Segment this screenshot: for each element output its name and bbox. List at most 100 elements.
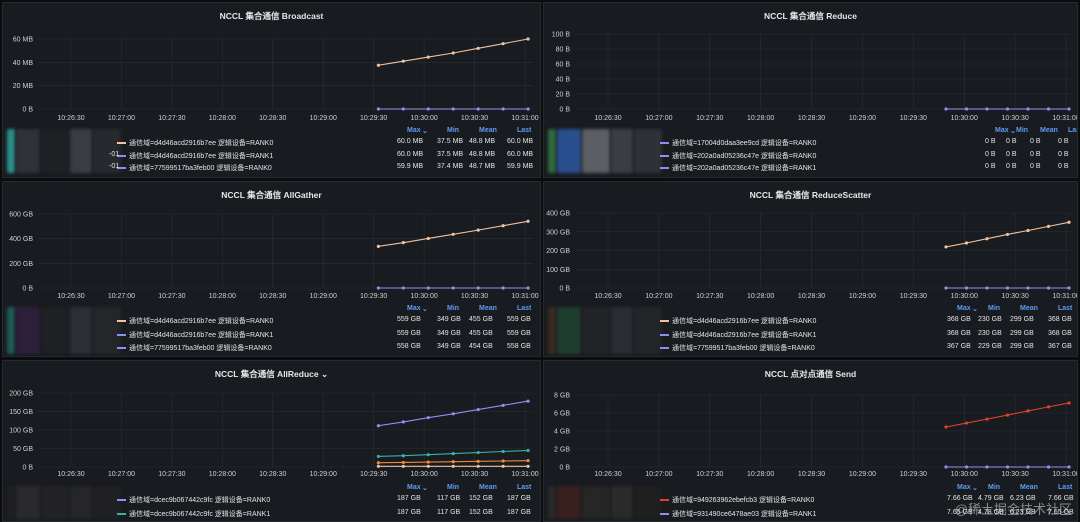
legend-column-min[interactable]: Min [447,305,460,312]
panel-send[interactable]: NCCL 点对点通信 Send 8 GB 6 GB 4 GB 2 GB 0 B 10:26… [543,360,1078,522]
data-point[interactable] [451,412,455,416]
data-point[interactable] [964,286,969,290]
legend-row[interactable]: 通信域=931490ce6478ae03 逻辑设备=RANK1 7.65 GB 4.… [544,509,1077,519]
legend-row[interactable]: 通信域=d4d46acd2916b7ee 逻辑设备=RANK0 559 GB 349… [3,316,540,326]
data-point[interactable] [401,286,405,290]
panel-allreduce[interactable]: NCCL 集合通信 AllReduce ⌄ 200 GB 150 GB 100 GB… [2,360,541,522]
data-point[interactable] [985,417,989,421]
data-point[interactable] [451,460,455,464]
data-point[interactable] [401,460,405,465]
data-point[interactable] [964,421,969,425]
data-point[interactable] [1005,413,1010,417]
legend-column-min[interactable]: Min [988,484,1001,491]
data-point[interactable] [401,59,405,63]
legend-column-mean[interactable]: Mean [1020,305,1038,312]
legend-column-last[interactable]: Last [1058,484,1073,491]
data-point[interactable] [526,459,530,463]
data-point[interactable] [985,237,989,241]
data-point[interactable] [451,107,455,111]
legend-column-min[interactable]: Min [1016,127,1029,134]
legend-row[interactable]: 通信域=d4d46acd2916b7ee 逻辑设备=RANK1 559 GB 349… [3,330,540,340]
data-point[interactable] [526,107,530,111]
data-point[interactable] [501,464,505,468]
legend-row[interactable]: 通信域=17004d0daa3ee9cd 逻辑设备=RANK0 0 B 0 B 0 B… [544,138,1077,148]
data-point[interactable] [501,459,505,463]
legend-column-max[interactable]: Max [407,305,421,312]
panel-title[interactable]: NCCL 集合通信 ReduceScatter [749,190,872,200]
data-point[interactable] [1067,286,1071,290]
legend-column-max[interactable]: Max [957,484,971,491]
data-point[interactable] [401,107,405,111]
data-point[interactable] [1026,286,1030,290]
panel-title[interactable]: NCCL 集合通信 Broadcast [219,11,324,21]
legend-row[interactable]: 通信域=d4d46acd2916b7ee 逻辑设备=RANK0 368 GB 230… [544,316,1077,326]
panel-reducescatter[interactable]: NCCL 集合通信 ReduceScatter 400 GB 300 GB 200 … [543,181,1078,357]
data-point[interactable] [944,425,948,429]
data-point[interactable] [476,286,480,290]
legend-column-max[interactable]: Max [995,127,1009,134]
data-point[interactable] [476,407,480,412]
legend-row[interactable]: 通信域=202a0ad05236c47e 逻辑设备=RANK1 0 B 0 B 0 B… [544,163,1077,173]
data-point[interactable] [964,465,969,469]
data-point[interactable] [476,450,480,455]
data-point[interactable] [1067,401,1071,405]
data-point[interactable] [1046,224,1051,228]
data-point[interactable] [1067,220,1071,224]
data-point[interactable] [426,416,430,420]
data-point[interactable] [451,452,455,456]
data-point[interactable] [476,459,480,463]
chart-plot[interactable]: 60 MB 40 MB 20 MB 0 B 10:26:30 10:27:00 10:27:… [3,3,541,178]
data-point[interactable] [401,241,405,245]
data-point[interactable] [1046,107,1051,111]
data-point[interactable] [1046,405,1051,409]
legend-column-min[interactable]: Min [988,305,1001,312]
legend-column-mean[interactable]: Mean [1040,127,1058,134]
legend-row[interactable]: 通信域=d4d46acd2916b7ee 逻辑设备=RANK1 368 GB 230… [544,330,1077,340]
panel-title[interactable]: NCCL 点对点通信 Send [764,369,857,379]
legend-column-last[interactable]: Last [517,305,532,312]
data-point[interactable] [376,244,380,248]
data-point[interactable] [376,454,380,459]
data-point[interactable] [376,464,380,468]
data-point[interactable] [1067,107,1071,111]
data-point[interactable] [526,37,530,41]
chart-plot[interactable]: 8 GB 6 GB 4 GB 2 GB 0 B 10:26:30 10:27:00 10:27… [544,361,1078,522]
panel-broadcast[interactable]: NCCL 集合通信 Broadcast 60 MB 40 MB 20 MB 0 B 10… [2,2,541,178]
data-point[interactable] [476,46,480,50]
data-point[interactable] [1005,232,1010,237]
data-point[interactable] [501,449,505,454]
data-point[interactable] [526,399,530,403]
data-point[interactable] [501,403,505,407]
data-point[interactable] [501,286,505,290]
legend-column-min[interactable]: Min [447,127,460,134]
data-point[interactable] [985,107,989,111]
data-point[interactable] [426,286,430,290]
data-point[interactable] [985,286,989,290]
legend-row[interactable]: 通信域=dcec9b067442c9fc 逻辑设备=RANK1 187 GB 117… [3,509,540,519]
data-point[interactable] [1026,465,1030,469]
data-point[interactable] [964,241,969,245]
legend-column-last[interactable]: Last [517,127,532,134]
legend-row[interactable]: 通信域=949263962ebefcb3 逻辑设备=RANK0 7.66 GB 4.… [544,495,1077,505]
data-point[interactable] [476,107,480,111]
panel-title[interactable]: NCCL 集合通信 AllGather [221,190,322,200]
chart-plot[interactable]: 100 B 80 B 60 B 40 B 20 B 0 B 10:26:30 10:27:00… [544,3,1078,178]
data-point[interactable] [426,55,430,59]
legend-row[interactable]: -01 通信域=77599517ba3feb00 逻辑设备=RANK0 59.9 M… [3,163,540,173]
data-point[interactable] [451,464,455,468]
data-point[interactable] [1026,409,1030,413]
legend-column-last[interactable]: Last [1068,127,1077,134]
legend-row[interactable]: 通信域=202a0ad05236c47e 逻辑设备=RANK0 0 B 0 B 0 B… [544,151,1077,161]
data-point[interactable] [944,465,948,469]
data-point[interactable] [426,236,430,241]
data-point[interactable] [376,286,380,290]
data-point[interactable] [526,219,530,223]
panel-title[interactable]: NCCL 集合通信 AllReduce ⌄ [214,369,329,379]
legend-row[interactable]: -01 通信域=d4d46acd2916b7ee 逻辑设备=RANK1 60.0 M… [3,151,540,161]
legend-row[interactable]: 通信域=d4d46acd2916b7ee 逻辑设备=RANK0 60.0 MB 37… [3,138,540,148]
legend-column-max[interactable]: Max [957,305,971,312]
data-point[interactable] [376,461,380,465]
legend-column-last[interactable]: Last [517,484,532,491]
panel-allgather[interactable]: NCCL 集合通信 AllGather 600 GB 400 GB 200 GB 0 … [2,181,541,357]
data-point[interactable] [451,286,455,290]
